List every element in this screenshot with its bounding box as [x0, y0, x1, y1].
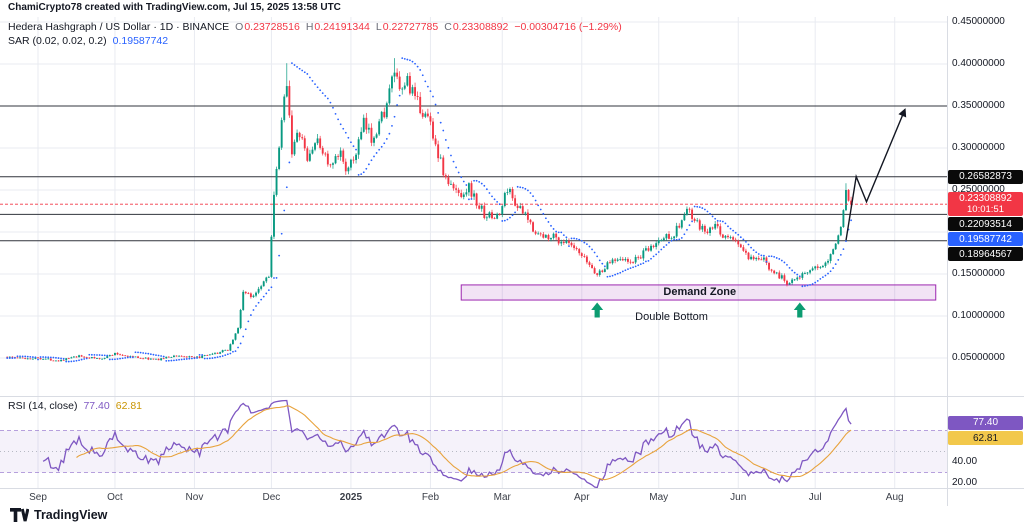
rsi-ma-value: 62.81	[115, 400, 143, 412]
time-axis-label: Apr	[573, 492, 590, 503]
ohlc-low: L 0.22727785	[375, 21, 439, 33]
time-axis-label: Jun	[730, 492, 747, 503]
ohlc-high: H 0.24191344	[305, 21, 370, 33]
symbol-legend[interactable]: Hedera Hashgraph / US Dollar · 1D · BINA…	[8, 21, 622, 33]
time-axis-label: Dec	[262, 492, 281, 503]
sar-value: 0.19587742	[112, 35, 169, 47]
rsi-label: RSI (14, close)	[8, 400, 78, 412]
rsi-axis-badge: 77.40	[948, 415, 1023, 430]
time-axis-label: Nov	[185, 492, 204, 503]
demand-zone-label: Demand Zone	[663, 286, 737, 298]
price-axis-label: 0.30000000	[952, 142, 1005, 153]
price-axis-label: 0.40000000	[952, 58, 1005, 69]
rsi-legend[interactable]: RSI (14, close) 77.40 62.81	[8, 400, 142, 412]
ohlc-close: C 0.23308892	[444, 21, 509, 33]
price-axis-badge: 0.19587742	[948, 232, 1023, 247]
time-axis-label: Oct	[107, 492, 123, 503]
price-axis-badge: 0.18964567	[948, 247, 1023, 262]
time-axis-label: Sep	[29, 492, 47, 503]
price-axis-label: 0.35000000	[952, 100, 1005, 111]
price-axis-label: 0.05000000	[952, 352, 1005, 363]
price-axis-label: 0.25000000	[952, 184, 1005, 195]
tradingview-logo[interactable]: TradingView	[10, 508, 107, 522]
rsi-axis-label: 40.00	[952, 456, 978, 467]
time-axis-label: Feb	[421, 492, 440, 503]
countdown: 10:01:51	[967, 204, 1004, 216]
time-axis-label: May	[649, 492, 669, 503]
double-bottom-label: Double Bottom	[635, 311, 708, 323]
time-axis-label: 2025	[339, 492, 363, 503]
rsi-axis-badge: 62.81	[948, 431, 1023, 446]
price-axis-badge: 0.23308892 10:01:51	[948, 192, 1023, 217]
time-axis-label: Mar	[493, 492, 511, 503]
time-axis-label: Aug	[885, 492, 904, 503]
symbol-title: Hedera Hashgraph / US Dollar · 1D · BINA…	[8, 21, 230, 33]
price-axis-label: 0.45000000	[952, 16, 1005, 27]
tradingview-logo-text: TradingView	[34, 508, 108, 522]
sar-legend[interactable]: SAR (0.02, 0.02, 0.2) 0.19587742	[8, 35, 168, 47]
price-axis-label: 0.10000000	[952, 310, 1005, 321]
price-axis-badge: 0.26582873	[948, 169, 1023, 184]
ohlc-open: O 0.23728516	[235, 21, 300, 33]
price-axis-label: 0.15000000	[952, 268, 1005, 279]
sar-label: SAR (0.02, 0.02, 0.2)	[8, 35, 107, 47]
tradingview-logo-icon	[10, 508, 29, 522]
change-value: −0.00304716 (−1.29%)	[514, 21, 622, 33]
time-axis-label: Jul	[808, 492, 822, 503]
rsi-value: 77.40	[83, 400, 110, 412]
rsi-axis-label: 20.00	[952, 477, 978, 488]
attribution-bar: ChamiCrypto78 created with TradingView.c…	[0, 0, 1024, 16]
price-axis-badge: 0.22093514	[948, 217, 1023, 232]
